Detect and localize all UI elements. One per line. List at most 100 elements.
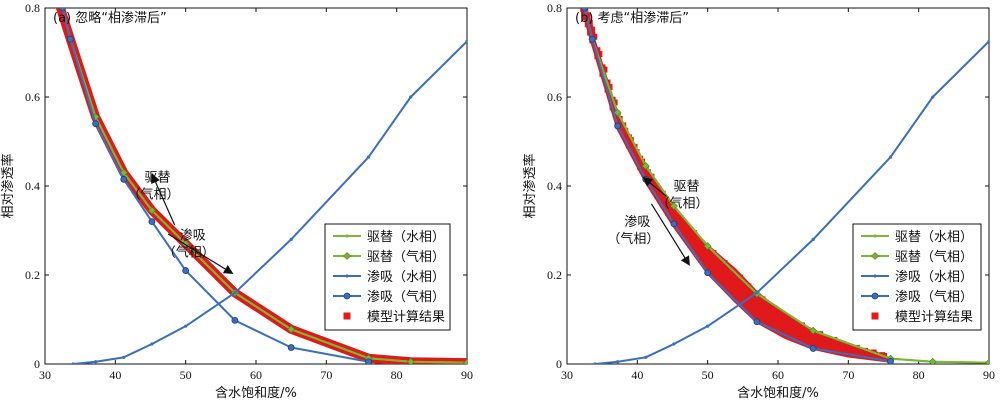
panel-title: (b) 考虑“相渗滞后”: [575, 11, 689, 26]
model-result-point: [723, 271, 730, 278]
model-result-point: [784, 320, 791, 327]
model-result-point: [753, 312, 760, 319]
model-result-point: [596, 51, 603, 58]
model-result-point: [665, 209, 672, 216]
legend-item-drive-gas: 驱替（气相）: [333, 249, 445, 265]
model-result-point: [580, 0, 586, 5]
model-result-point: [715, 257, 722, 264]
imbibition-water-line-marker: [409, 95, 413, 99]
imbibition-water-line-marker: [672, 342, 676, 346]
model-result-point: [654, 192, 661, 199]
model-result-point: [717, 263, 724, 270]
drive-gas-line-marker: [703, 242, 712, 250]
legend-item-imbibition-gas: 渗吸（气相）: [861, 289, 973, 305]
y-tick-label: 0: [34, 357, 40, 371]
model-result-point: [578, 0, 584, 5]
x-tick-label: 90: [461, 368, 473, 382]
drive-gas-line-marker: [613, 108, 622, 117]
legend-swatch-marker: [345, 234, 349, 238]
imbibition-water-line-marker: [755, 291, 759, 295]
x-tick-label: 60: [250, 368, 262, 382]
model-result-point: [622, 127, 629, 134]
imbibition-water-line-marker: [289, 237, 293, 241]
model-result-point: [697, 239, 704, 246]
model-result-point: [727, 267, 734, 274]
imbibition-gas-line-marker: [704, 269, 712, 277]
model-result-point: [654, 183, 661, 190]
model-result-point: [793, 321, 800, 328]
x-tick-label: 80: [391, 368, 403, 382]
imbibition-gas-line-marker: [614, 122, 622, 130]
model-result-point: [691, 230, 698, 237]
model-result-point: [817, 341, 824, 348]
y-tick-label: 0.6: [25, 90, 40, 104]
imbibition-water-line-marker: [888, 155, 893, 159]
legend-swatch-marker: [873, 274, 877, 278]
model-result-point: [770, 320, 777, 327]
model-result-point: [810, 340, 817, 347]
annotation-sublabel: （气相）: [128, 187, 180, 203]
model-result-point: [795, 325, 802, 332]
legend: 驱替（水相） 驱替（气相） 渗吸（水相） 渗吸（气相） 模型计算结果: [852, 223, 982, 331]
x-tick-label: 40: [109, 368, 121, 382]
annotation-label: 渗吸: [180, 228, 206, 243]
chart-panel-b: 30 40 50 60 70 80 90 0 0.2 0.4 0.6 0.8 含水饱和度/% 相对渗透率 (…: [522, 0, 995, 401]
model-result-point: [812, 333, 819, 340]
model-result-point: [677, 226, 684, 233]
model-result-point: [819, 337, 826, 344]
model-result-point: [787, 316, 794, 323]
model-result-point: [589, 31, 596, 38]
x-tick-label: 90: [983, 368, 995, 382]
model-result-point: [684, 236, 691, 243]
drive-gas-line-marker: [463, 358, 467, 364]
plot-area: [55, 8, 467, 364]
imbibition-gas-line: [61, 8, 369, 363]
legend-swatch: [871, 312, 879, 320]
model-result-point: [637, 155, 644, 162]
legend-item-imbibition-gas: 渗吸（气相）: [333, 289, 445, 305]
model-result-point: [691, 243, 698, 250]
model-result-point: [732, 273, 739, 280]
model-result-point: [739, 286, 746, 293]
y-tick-label: 0.8: [25, 1, 40, 15]
model-result-point: [782, 328, 789, 335]
imbibition-water-line-marker: [71, 362, 75, 364]
legend-swatch: [343, 312, 351, 320]
model-result-point: [684, 224, 691, 231]
imbibition-arrow: [167, 233, 234, 275]
model-result-point: [824, 344, 831, 351]
imbibition-water-line-marker: [233, 291, 237, 295]
x-tick-label: 80: [913, 368, 925, 382]
legend-label: 模型计算结果: [895, 310, 973, 325]
model-result-point: [824, 335, 831, 342]
drive-gas-line-marker: [669, 202, 678, 210]
legend-item-drive-gas: 驱替（气相）: [861, 249, 973, 265]
model-result-point: [838, 347, 845, 354]
model-result-point: [737, 293, 744, 300]
annotation-label: 驱替: [145, 171, 171, 186]
legend-label: 驱替（气相）: [895, 249, 973, 265]
imbibition-water-line-marker: [184, 324, 188, 328]
y-tick-label: 0.4: [547, 179, 562, 193]
model-result-point: [710, 266, 717, 273]
imbibition-water-line: [595, 40, 989, 364]
legend-label: 渗吸（气相）: [895, 289, 973, 305]
imbibition-water-line-marker: [593, 362, 597, 364]
chart-panel-a: 30 40 50 60 70 80 90 0 0.2 0.4 0.6 0.8 含水饱和度/% 相对渗透率 (…: [0, 1, 473, 401]
legend-item-imbibition-water: 渗吸（水相）: [333, 270, 445, 285]
model-result-point: [631, 143, 638, 150]
model-result-point: [578, 0, 584, 5]
model-result-point: [715, 275, 722, 282]
annotation-sublabel: （气相）: [607, 231, 659, 247]
model-result-point: [776, 325, 783, 332]
imbibition-gas-line-marker: [148, 218, 156, 226]
legend-item-model: 模型计算结果: [871, 310, 973, 325]
x-axis-label: 含水饱和度/%: [215, 385, 297, 401]
model-result-point: [755, 300, 762, 307]
legend-label: 驱替（气相）: [367, 249, 445, 265]
imbibition-gas-line-marker: [182, 267, 190, 274]
model-result-point: [806, 331, 813, 338]
y-tick-label: 0.6: [547, 90, 562, 104]
model-result-point: [778, 316, 785, 323]
